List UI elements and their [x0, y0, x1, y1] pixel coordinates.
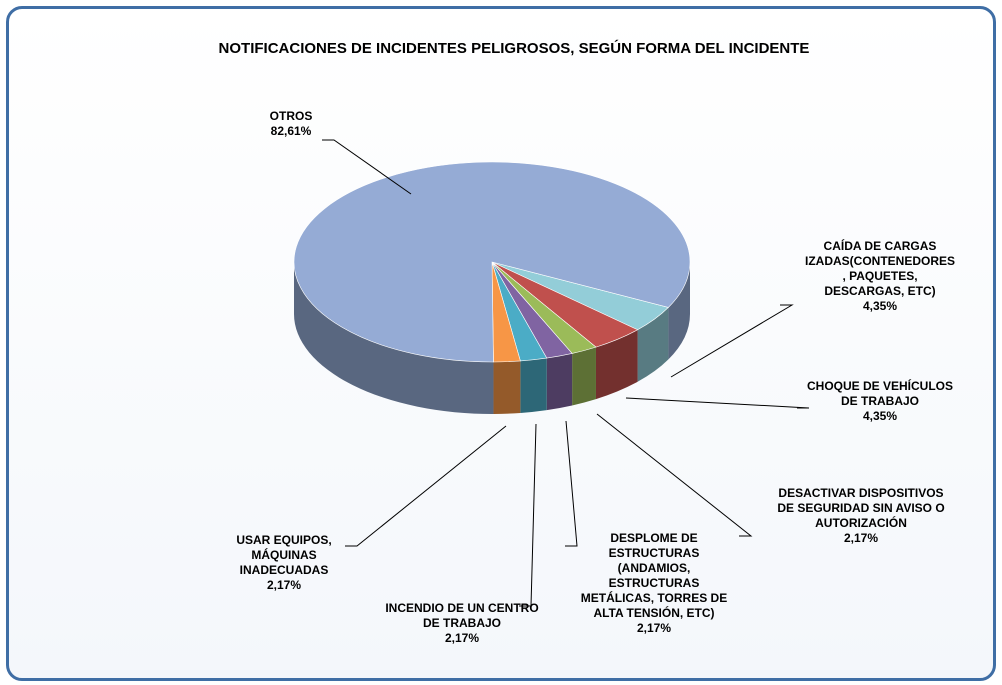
category-label: CAÍDA DE CARGAS IZADAS(CONTENEDORES, PAQ…: [805, 239, 956, 298]
leader-line: [322, 139, 412, 195]
leader-line: [596, 413, 753, 537]
slice-label: CHOQUE DE VEHÍCULOS DE TRABAJO 4,35%: [805, 379, 955, 424]
value-label: 4,35%: [862, 299, 898, 313]
value-label: 2,17%: [843, 531, 879, 545]
category-label: CHOQUE DE VEHÍCULOS DE TRABAJO: [806, 379, 953, 408]
category-label: OTROS: [269, 109, 313, 123]
leader-line: [625, 397, 810, 409]
slice-label: USAR EQUIPOS, MÁQUINAS INADECUADAS 2,17%: [214, 533, 354, 593]
chart: [293, 139, 810, 607]
slice-side: [668, 262, 690, 360]
slice-label: OTROS 82,61%: [221, 109, 361, 139]
chart-title: NOTIFICACIONES DE INCIDENTES PELIGROSOS,…: [218, 40, 810, 57]
slice-side: [294, 262, 494, 415]
leader-line: [565, 420, 578, 547]
value-label: 2,17%: [444, 631, 480, 645]
slice-label: DESPLOME DE ESTRUCTURAS (ANDAMIOS, ESTRU…: [574, 531, 734, 636]
value-label: 4,35%: [862, 409, 898, 423]
value-label: 82,61%: [270, 124, 312, 138]
slice-side: [493, 360, 521, 414]
category-label: DESACTIVAR DISPOSITIVOS DE SEGURIDAD SIN…: [777, 486, 945, 530]
category-label: INCENDIO DE UN CENTRO DE TRABAJO: [385, 601, 539, 630]
slice-side: [637, 307, 669, 382]
slice-label: INCENDIO DE UN CENTRO DE TRABAJO 2,17%: [377, 601, 547, 646]
slice-label: DESACTIVAR DISPOSITIVOS DE SEGURIDAD SIN…: [775, 486, 947, 546]
leader-line: [670, 304, 794, 378]
category-label: USAR EQUIPOS, MÁQUINAS INADECUADAS: [236, 533, 332, 577]
slice: [293, 161, 691, 363]
slice-label: CAÍDA DE CARGAS IZADAS(CONTENEDORES, PAQ…: [805, 239, 955, 314]
slice-side: [546, 353, 573, 411]
leader-line: [519, 423, 537, 607]
leader-line: [345, 425, 507, 547]
value-label: 2,17%: [266, 578, 302, 592]
category-label: DESPLOME DE ESTRUCTURAS (ANDAMIOS, ESTRU…: [580, 531, 728, 620]
slice-side: [520, 358, 547, 413]
slice-side: [595, 329, 638, 400]
value-label: 2,17%: [636, 621, 672, 635]
chart-frame: NOTIFICACIONES DE INCIDENTES PELIGROSOS,…: [6, 6, 996, 681]
slice-side: [572, 347, 596, 406]
